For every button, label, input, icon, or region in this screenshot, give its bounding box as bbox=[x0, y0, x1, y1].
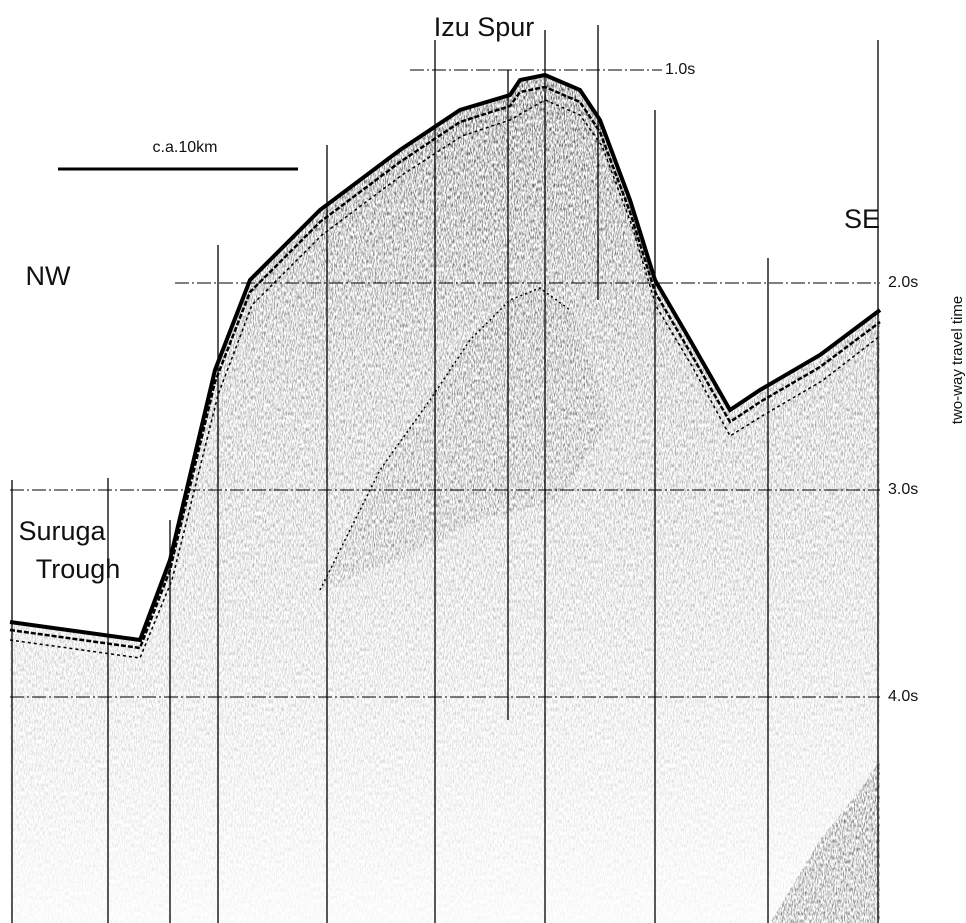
trough-label: Trough bbox=[36, 554, 121, 584]
time-tick-label: 3.0s bbox=[888, 481, 918, 498]
direction-right: SE bbox=[844, 204, 880, 234]
direction-left: NW bbox=[26, 261, 71, 291]
trough-label: Suruga bbox=[18, 516, 106, 546]
seismic-texture bbox=[10, 75, 880, 923]
time-tick-label: 2.0s bbox=[888, 274, 918, 291]
time-axis-label: two-way travel time bbox=[949, 296, 966, 424]
seismic-figure: c.a.10km Izu Spur NW SE Suruga Trough tw… bbox=[0, 0, 966, 923]
title: Izu Spur bbox=[434, 12, 535, 42]
time-tick-label: 1.0s bbox=[665, 61, 695, 78]
scale-label: c.a.10km bbox=[153, 139, 218, 156]
time-tick-label: 4.0s bbox=[888, 688, 918, 705]
